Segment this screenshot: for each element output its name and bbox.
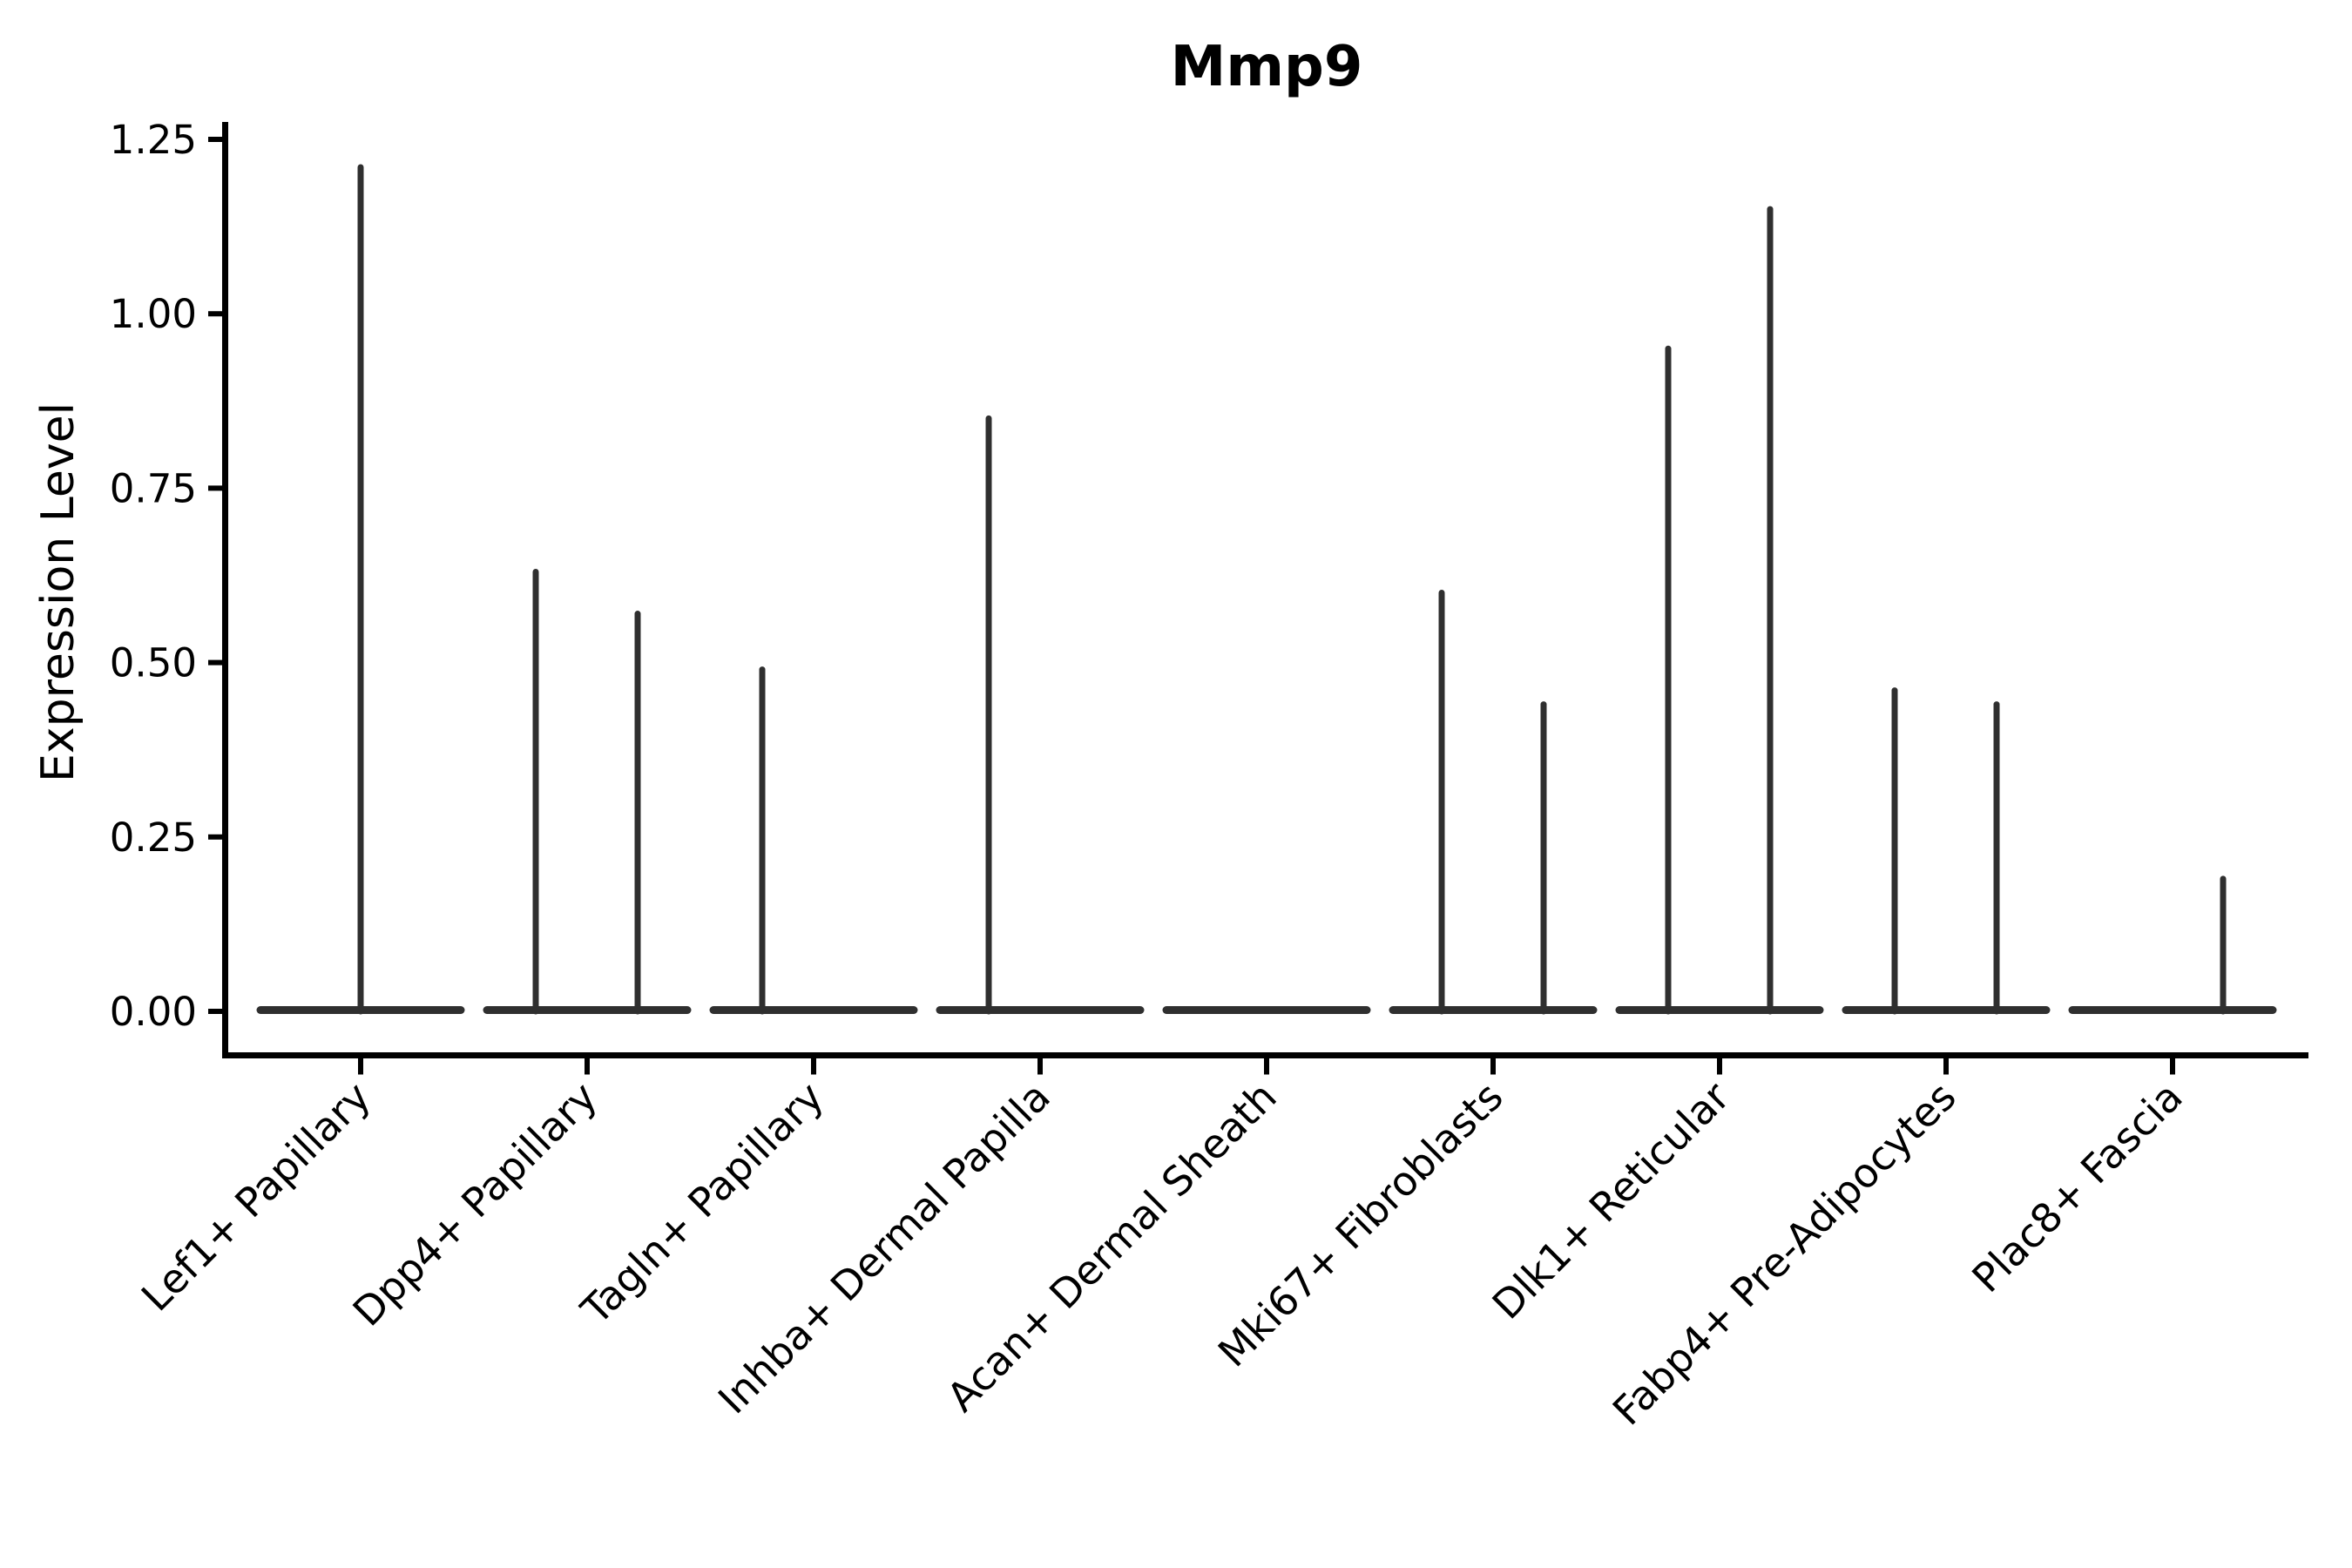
y-tick-label: 1.00 <box>110 291 197 337</box>
x-tick-label: Dlk1+ Reticular <box>1484 1073 1739 1328</box>
y-axis-tick-marks <box>208 137 222 1014</box>
y-tick-label: 0.50 <box>110 640 197 686</box>
y-axis-label: Expression Level <box>32 402 84 782</box>
y-tick-label: 0.25 <box>110 814 197 861</box>
plot-title: Mmp9 <box>1171 35 1363 99</box>
y-tick-label: 1.25 <box>110 117 197 163</box>
x-axis-tick-marks <box>358 1058 2175 1075</box>
x-tick-label: Tagln+ Papillary <box>571 1073 833 1335</box>
x-tick-label: Plac8+ Fascia <box>1963 1073 2191 1301</box>
x-tick-label: Lef1+ Papillary <box>132 1073 380 1321</box>
y-tick-label: 0.75 <box>110 465 197 511</box>
y-axis-tick-labels: 0.00 0.25 0.50 0.75 1.00 1.25 <box>110 117 197 1035</box>
x-tick-label: Dpp4+ Papillary <box>344 1073 606 1335</box>
y-tick-label: 0.00 <box>110 989 197 1035</box>
violin-bodies <box>256 164 2277 1015</box>
